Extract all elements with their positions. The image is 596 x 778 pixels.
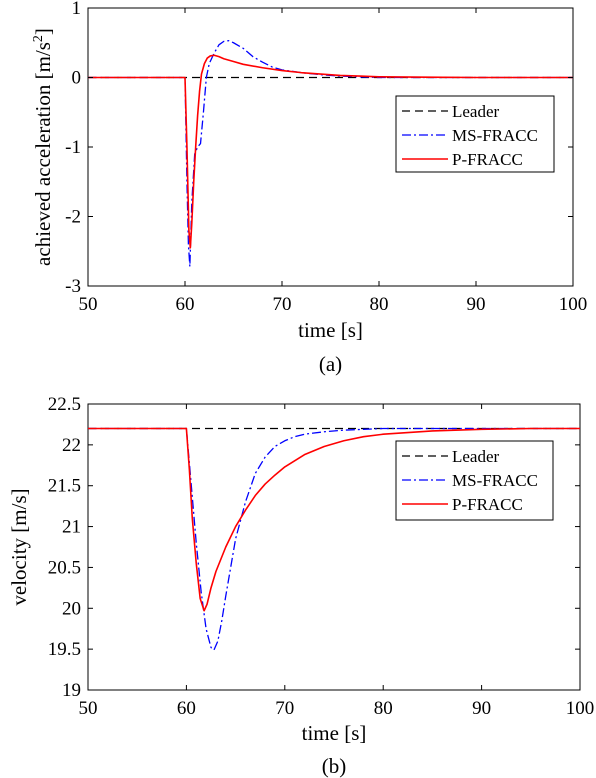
x-tick-label: 80 — [374, 698, 393, 719]
x-tick-label: 80 — [370, 294, 389, 315]
y-tick-label: -1 — [65, 137, 81, 158]
y-tick-label: 22.5 — [48, 394, 81, 415]
x-tick-label: 50 — [79, 294, 98, 315]
legend: Leader MS-FRACC P-FRACC — [395, 440, 554, 521]
legend-entry-label: Leader — [452, 102, 500, 121]
series-line-ms-fracc — [88, 40, 573, 268]
series-layer — [88, 427, 580, 651]
y-tick-label: 19.5 — [48, 639, 81, 660]
axis-ticks: 50 60 70 80 90 100 -3 -2 -1 0 1 — [65, 0, 587, 315]
subfigure-caption: (a) — [319, 352, 342, 376]
x-tick-label: 50 — [79, 698, 98, 719]
y-tick-label: 21 — [62, 517, 81, 538]
x-tick-label: 100 — [566, 698, 595, 719]
series-line-p-fracc — [88, 54, 573, 249]
y-axis-label-end: ] — [31, 28, 55, 35]
legend-entry-label: MS-FRACC — [452, 471, 538, 490]
series-layer — [88, 40, 573, 268]
x-tick-label: 70 — [273, 294, 292, 315]
y-tick-label: -3 — [65, 276, 81, 297]
y-tick-label: 20 — [62, 598, 81, 619]
y-tick-label: -2 — [65, 207, 81, 228]
x-tick-label: 60 — [176, 294, 195, 315]
x-axis-label: time [s] — [298, 318, 363, 342]
legend-entry-label: P-FRACC — [452, 150, 523, 169]
x-tick-label: 70 — [275, 698, 294, 719]
legend-entry-label: Leader — [452, 447, 500, 466]
x-axis-label: time [s] — [302, 721, 367, 745]
legend: Leader MS-FRACC P-FRACC — [395, 95, 555, 173]
y-tick-label: 19 — [62, 680, 81, 701]
y-axis-label-main: achieved acceleration [m/s — [31, 42, 55, 266]
x-tick-label: 100 — [559, 294, 588, 315]
x-tick-label: 90 — [472, 698, 491, 719]
panel-a-chart: 50 60 70 80 90 100 -3 -2 -1 0 1 time [s] achieved … — [31, 0, 587, 376]
subfigure-caption: (b) — [322, 754, 347, 778]
y-tick-label: 1 — [72, 0, 82, 19]
y-tick-label: 21.5 — [48, 476, 81, 497]
y-axis-label: achieved acceleration [m/s2] — [31, 28, 55, 266]
axis-ticks: 50 60 70 80 90 100 19 19.5 20 20.5 21 21.5 22 22.5 — [48, 394, 595, 719]
y-axis-label: velocity [m/s] — [7, 488, 31, 605]
x-tick-label: 60 — [177, 698, 196, 719]
y-tick-label: 22 — [62, 435, 81, 456]
legend-entry-label: MS-FRACC — [452, 126, 538, 145]
x-tick-label: 90 — [467, 294, 486, 315]
y-axis-label-superscript: 2 — [31, 35, 46, 42]
y-tick-label: 20.5 — [48, 557, 81, 578]
panel-b-chart: 50 60 70 80 90 100 19 19.5 20 20.5 21 21.5 22 22.5 ti… — [7, 394, 594, 778]
legend-entry-label: P-FRACC — [452, 495, 523, 514]
series-line-p-fracc — [88, 427, 580, 612]
y-tick-label: 0 — [72, 68, 82, 89]
plot-area-frame — [87, 403, 581, 691]
